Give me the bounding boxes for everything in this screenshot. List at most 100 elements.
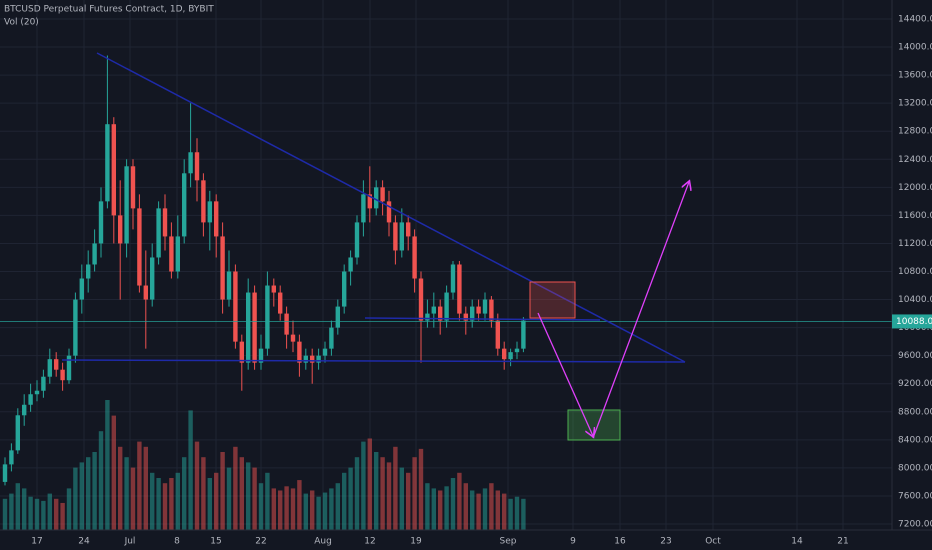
volume-bar (111, 415, 116, 530)
candle-body (9, 450, 14, 465)
candle-body (86, 264, 91, 279)
volume-bar (246, 462, 251, 530)
candle-body (342, 271, 347, 307)
candle-body (406, 222, 411, 237)
volume-bar (374, 452, 379, 530)
trend-line (96, 52, 686, 363)
candle-body (258, 348, 264, 363)
candle-body (502, 348, 507, 360)
y-tick-label: 11600.00 (898, 211, 932, 221)
support-line (61, 359, 686, 363)
volume-bar (105, 400, 110, 530)
y-tick-label: 10800.00 (898, 267, 932, 277)
volume-bar (15, 483, 20, 530)
candle-body (252, 292, 257, 363)
candle-body (380, 187, 385, 202)
candle-body (393, 222, 398, 251)
candle-body (143, 285, 148, 300)
candle-body (124, 166, 129, 244)
volume-bar (406, 472, 411, 530)
candles (0, 55, 892, 486)
x-tick-label: Sep (500, 537, 517, 547)
volume-bar (137, 441, 142, 530)
candle-body (508, 352, 513, 360)
volume-bar (66, 488, 72, 530)
volume-bar (508, 498, 513, 530)
x-tick-label: 14 (791, 537, 803, 547)
candle-body (438, 306, 443, 321)
volume-bar (22, 488, 27, 530)
candle-body (34, 390, 40, 395)
candle-body (92, 243, 97, 265)
x-tick-label: Oct (705, 537, 721, 547)
candle-body (431, 306, 436, 314)
candle-body (303, 355, 308, 363)
volume-bar (239, 457, 244, 530)
candle-body (470, 306, 475, 321)
x-tick-label: 17 (31, 537, 42, 547)
volume-bar (265, 472, 270, 530)
volume-bar (386, 462, 392, 530)
candle-body (290, 334, 296, 342)
candle-body (322, 348, 328, 356)
last-price-box (892, 314, 932, 329)
volume-bar (2, 498, 8, 530)
x-tick-label: 16 (614, 537, 626, 547)
volume-bar (482, 488, 488, 530)
x-tick-label: Aug (314, 537, 332, 547)
x-tick-label: 19 (410, 537, 422, 547)
candle-body (156, 208, 161, 258)
candle-body (514, 348, 520, 353)
volume-bar (329, 488, 334, 530)
volume-bar (188, 410, 193, 530)
volume-bar (284, 486, 289, 530)
candle-body (137, 208, 142, 286)
candle-body (495, 320, 500, 349)
volume-bar (444, 486, 449, 530)
x-tick-label: 24 (78, 537, 90, 547)
drawings (61, 52, 689, 441)
volume-bar (495, 490, 500, 530)
volume-bar (162, 483, 168, 530)
candle-body (28, 394, 33, 405)
volume-bar (233, 446, 238, 530)
y-tick-label: 14400.00 (898, 15, 932, 25)
candle-body (329, 327, 334, 349)
candle-body (233, 271, 238, 342)
candle-body (297, 341, 302, 363)
candle-body (450, 264, 456, 293)
candle-body (374, 187, 379, 209)
candle-body (482, 299, 488, 314)
y-tick-label: 11200.00 (898, 239, 932, 249)
indicator-label: Vol (20) (4, 18, 39, 28)
candle-body (130, 166, 136, 209)
candle-body (60, 369, 65, 381)
candle-body (105, 124, 110, 202)
x-tick-label: Jul (124, 537, 136, 547)
candle-body (278, 292, 283, 314)
volume-bar (463, 483, 468, 530)
volume-bar (450, 478, 456, 530)
x-tick-label: 9 (570, 537, 576, 547)
volume-bar (156, 478, 161, 530)
volume-bar (361, 441, 366, 530)
volume-bar (399, 467, 404, 530)
y-tick-label: 9200.00 (898, 379, 932, 389)
y-tick-label: 8000.00 (898, 463, 932, 473)
volume-bar (431, 488, 436, 530)
volume-bar (425, 483, 430, 530)
volume-bar (169, 478, 174, 530)
candle-body (175, 236, 180, 272)
volume-bar (367, 438, 372, 530)
volume-bar (60, 502, 65, 530)
volume-bar (252, 467, 257, 530)
volume-bar (207, 478, 212, 530)
volume-bar (316, 496, 321, 530)
volume-bar (476, 493, 481, 530)
volume-bar (418, 448, 424, 530)
volume-bar (130, 467, 136, 530)
volume-bar (521, 498, 526, 530)
y-tick-label: 12800.00 (898, 127, 932, 137)
